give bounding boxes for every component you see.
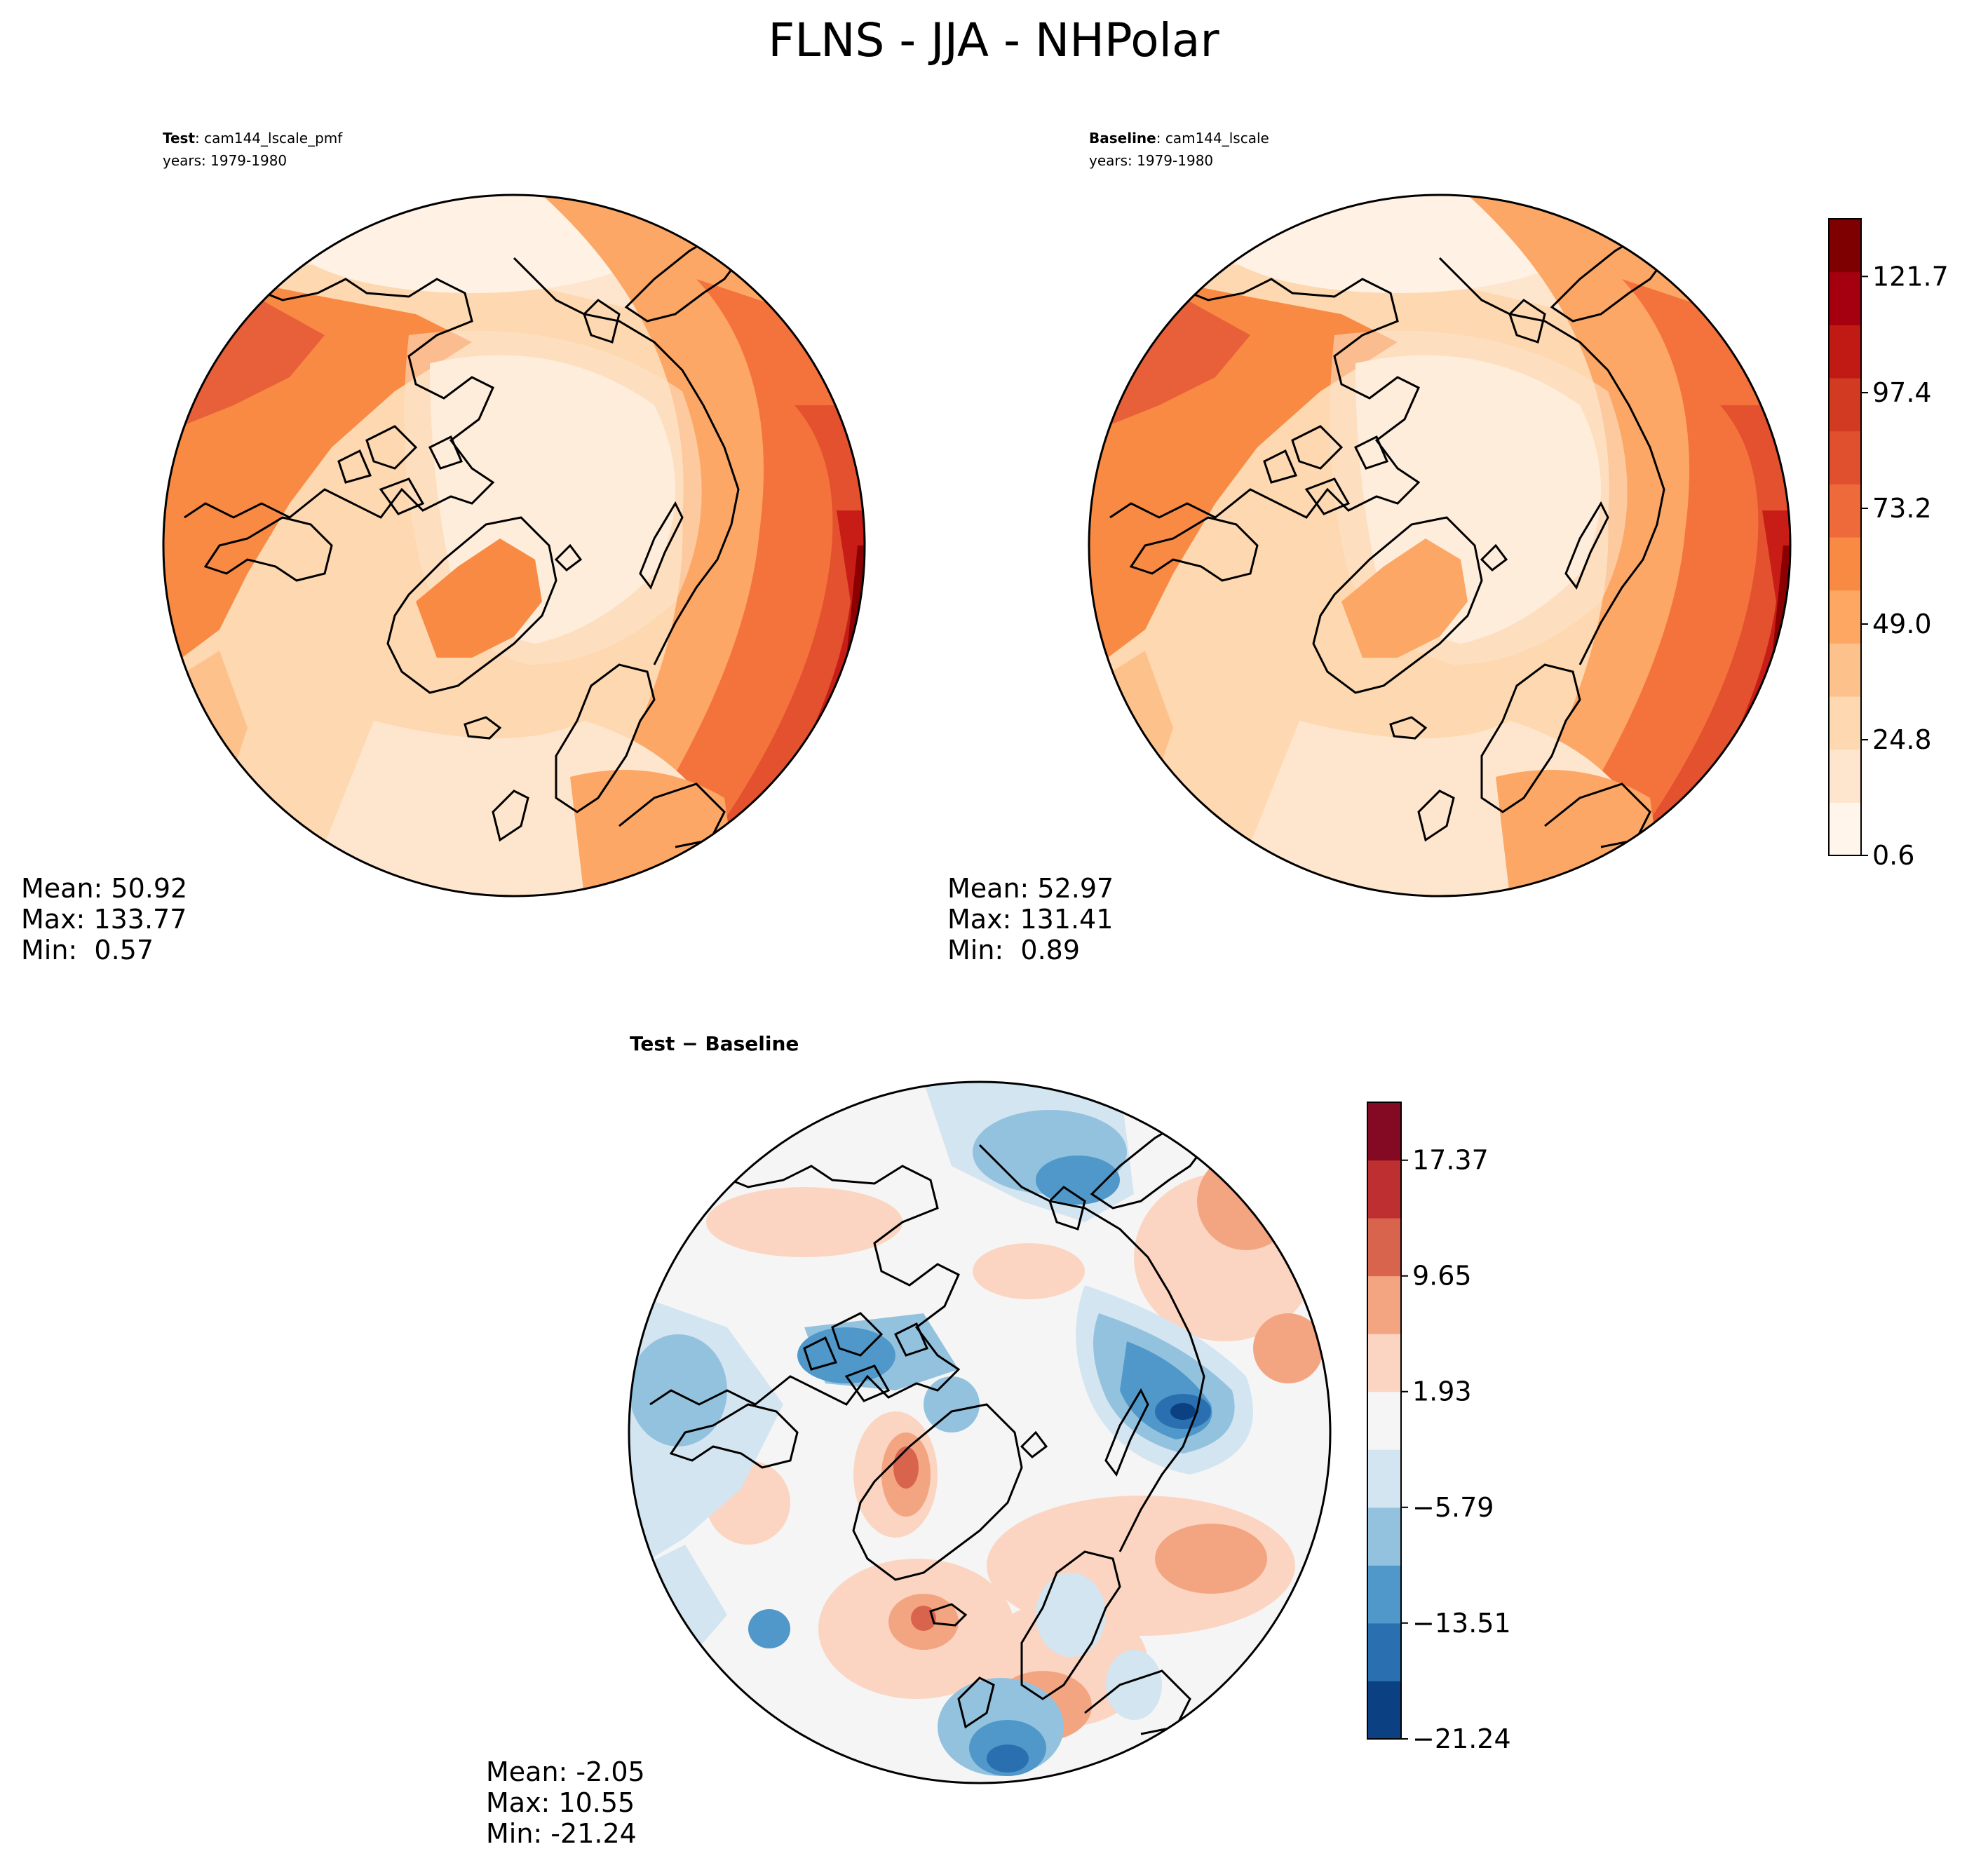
difference-stat-max: Max: 10.55 xyxy=(486,1787,635,1818)
colorbar-segment xyxy=(1367,1102,1401,1161)
colorbar-segment xyxy=(1829,590,1861,644)
baseline-stats: Mean: 52.97 Max: 131.41 Min: 0.89 xyxy=(947,873,1114,966)
colorbar-frame xyxy=(1828,218,1862,856)
difference-stat-mean: Mean: -2.05 xyxy=(486,1756,645,1787)
colorbar-segment xyxy=(1367,1160,1401,1219)
colorbar-tick-label: 0.6 xyxy=(1872,840,1914,871)
colorbar-tick-label: −21.24 xyxy=(1412,1723,1511,1754)
test-map-field xyxy=(163,195,865,896)
difference-stat-min: Min: -21.24 xyxy=(486,1818,637,1849)
colorbar-segment xyxy=(1367,1334,1401,1393)
colorbar-segment xyxy=(1829,378,1861,432)
colorbar-segment xyxy=(1829,219,1861,273)
colorbar-segment xyxy=(1829,484,1861,538)
absolute-colorbar: 0.6 24.8 49.0 73.2 97.4 121.7 xyxy=(1828,218,1949,871)
colorbar-segment xyxy=(1367,1391,1401,1450)
test-map-boundary xyxy=(162,194,866,897)
colorbar-segment xyxy=(1367,1622,1401,1681)
difference-stats: Mean: -2.05 Max: 10.55 Min: -21.24 xyxy=(486,1756,645,1849)
test-years: years: 1979-1980 xyxy=(163,152,287,169)
colorbar-segment xyxy=(1829,749,1861,803)
baseline-label: Baseline: cam144_lscale xyxy=(1089,130,1269,147)
test-map xyxy=(162,194,866,897)
colorbar-tick-label: −13.51 xyxy=(1412,1608,1511,1639)
baseline-stat-max: Max: 131.41 xyxy=(947,904,1113,935)
baseline-years: years: 1979-1980 xyxy=(1089,152,1213,169)
colorbar-tick-label: 1.93 xyxy=(1412,1376,1472,1407)
difference-label: Test − Baseline xyxy=(630,1032,799,1055)
colorbar-tick-label: 24.8 xyxy=(1872,724,1932,755)
baseline-map-field xyxy=(1089,195,1790,896)
test-label: Test: cam144_lscale_pmf xyxy=(163,130,343,147)
difference-map xyxy=(628,1080,1332,1784)
colorbar-segment xyxy=(1829,696,1861,750)
test-label-bold: Test xyxy=(163,130,195,147)
colorbar-segment xyxy=(1367,1681,1401,1740)
colorbar-segment xyxy=(1829,537,1861,591)
baseline-label-rest: : cam144_lscale xyxy=(1156,130,1269,147)
colorbar-frame xyxy=(1367,1102,1402,1740)
colorbar-tick-label: 97.4 xyxy=(1872,377,1932,408)
test-stat-mean: Mean: 50.92 xyxy=(21,873,187,904)
test-stats: Mean: 50.92 Max: 133.77 Min: 0.57 xyxy=(21,873,187,966)
baseline-label-bold: Baseline xyxy=(1089,130,1156,147)
difference-map-field xyxy=(629,1082,1330,1783)
colorbar-tick-label: 73.2 xyxy=(1872,493,1932,524)
colorbar-segment xyxy=(1829,271,1861,325)
colorbar-tick-label: −5.79 xyxy=(1412,1492,1494,1523)
colorbar-tick-label: 17.37 xyxy=(1412,1145,1489,1176)
colorbar-segment xyxy=(1829,431,1861,485)
baseline-stat-mean: Mean: 52.97 xyxy=(947,873,1114,904)
colorbar-segment xyxy=(1829,802,1861,856)
baseline-map xyxy=(1088,194,1792,897)
difference-colorbar: −21.24 −13.51 −5.79 1.93 9.65 17.37 xyxy=(1367,1102,1511,1754)
difference-map-boundary xyxy=(628,1080,1332,1784)
colorbar-segment xyxy=(1367,1275,1401,1334)
baseline-stat-min: Min: 0.89 xyxy=(947,935,1080,966)
figure-title: FLNS - JJA - NHPolar xyxy=(768,13,1219,67)
test-stat-max: Max: 133.77 xyxy=(21,904,187,935)
colorbar-tick-label: 49.0 xyxy=(1872,609,1932,639)
colorbar-segment xyxy=(1367,1449,1401,1508)
colorbar-segment xyxy=(1829,643,1861,697)
colorbar-segment xyxy=(1829,325,1861,379)
baseline-map-boundary xyxy=(1088,194,1792,897)
colorbar-segment xyxy=(1367,1218,1401,1277)
colorbar-tick-label: 121.7 xyxy=(1872,261,1949,292)
colorbar-segment xyxy=(1367,1507,1401,1566)
colorbar-segment xyxy=(1367,1565,1401,1624)
test-label-rest: : cam144_lscale_pmf xyxy=(195,130,343,147)
colorbar-tick-label: 9.65 xyxy=(1412,1261,1472,1292)
test-stat-min: Min: 0.57 xyxy=(21,935,154,966)
